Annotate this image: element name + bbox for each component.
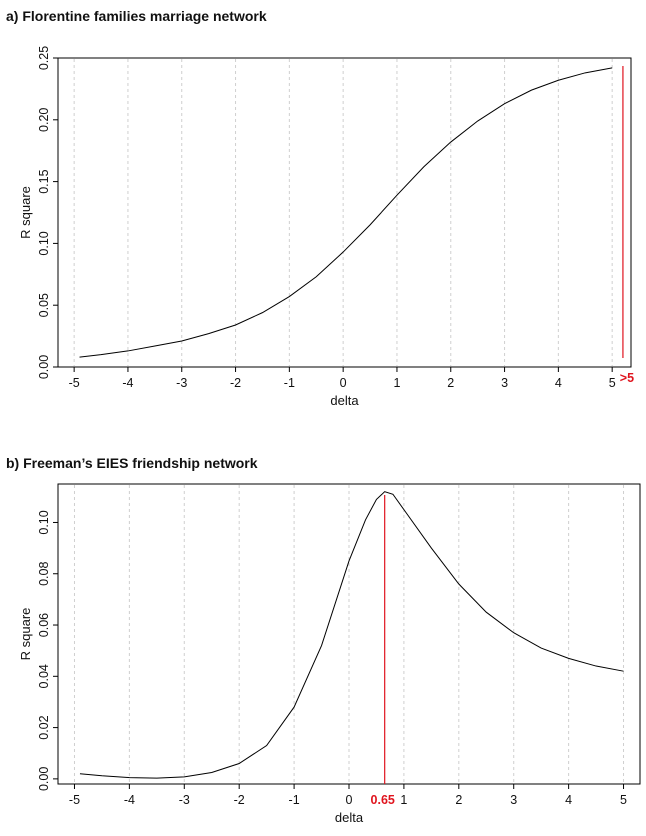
chart-b-x-tick-label: -2 [234,793,245,807]
chart-a-x-tick-label: 0 [340,376,347,390]
chart-a-x-tick-label: -4 [122,376,133,390]
chart-b-x-tick-label: -5 [69,793,80,807]
chart-a-x-axis-label: delta [330,393,359,408]
chart-b-x-tick-label: 1 [400,793,407,807]
chart-b-x-tick-label: 0 [346,793,353,807]
chart-a: -5 -4 -3 -2 -1 0 1 2 3 4 5 0.00 0.05 0.10 0.15 0.20 0.25… [18,46,634,408]
chart-b-x-tick-label: -4 [124,793,135,807]
chart-b-x-tick-label: 4 [565,793,572,807]
chart-a-x-tick-label: 2 [447,376,454,390]
chart-a-x-tick-label: 4 [555,376,562,390]
chart-b-y-tick-label: 0.02 [37,715,51,739]
chart-b-y-tick-label: 0.04 [37,664,51,688]
chart-a-y-tick-label: 0.20 [37,108,51,132]
chart-a-y-axis-label: R square [18,186,33,239]
chart-b-y-tick-label: 0.00 [37,767,51,791]
chart-b-x-tick-label: 5 [620,793,627,807]
chart-b-x-tick-label: -3 [179,793,190,807]
chart-b-series-line [79,491,624,779]
chart-b-x-tick-label: -1 [289,793,300,807]
chart-a-series-line [79,67,613,358]
chart-a-x-tick-label: 3 [501,376,508,390]
chart-a-y-tick-label: 0.05 [37,293,51,317]
chart-a-y-tick-label: 0.25 [37,46,51,70]
chart-a-title: a) Florentine families marriage network [6,8,267,24]
chart-a-marker-label: >5 [620,371,634,385]
chart-a-x-tick-label: -2 [230,376,241,390]
chart-b-y-tick-label: 0.08 [37,562,51,586]
chart-a-x-tick-label: -1 [284,376,295,390]
chart-b-title: b) Freeman’s EIES friendship network [6,455,258,471]
chart-a-x-tick-label: -5 [69,376,80,390]
chart-b-y-tick-label: 0.06 [37,613,51,637]
chart-a-x-tick-label: 1 [393,376,400,390]
chart-b-y-tick-label: 0.10 [37,510,51,534]
chart-b-marker-label: 0.65 [371,793,395,807]
chart-a-y-tick-label: 0.15 [37,169,51,193]
chart-b-x-tick-label: 3 [510,793,517,807]
chart-a-y-tick-label: 0.00 [37,355,51,379]
chart-b-x-axis-label: delta [335,810,364,825]
chart-a-x-tick-label: -3 [176,376,187,390]
chart-b-y-axis-label: R square [18,608,33,661]
chart-a-x-tick-label: 5 [609,376,616,390]
chart-b-x-tick-label: 2 [455,793,462,807]
chart-a-plot-frame [57,57,632,368]
chart-a-y-tick-label: 0.10 [37,231,51,255]
